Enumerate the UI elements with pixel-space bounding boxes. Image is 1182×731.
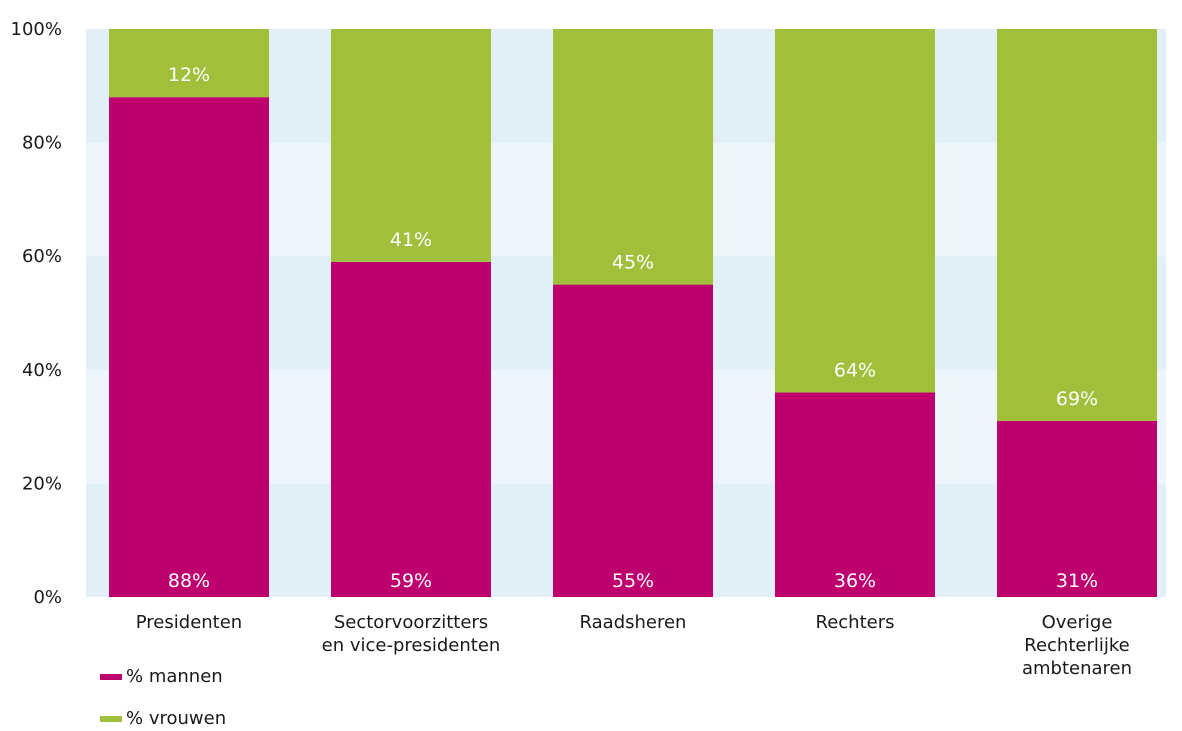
y-axis-ticks: 0% 20% 40% 60% 80% 100% [11, 19, 62, 608]
bar-segment-mannen [997, 420, 1157, 597]
legend-swatch-mannen [100, 673, 122, 680]
bar-segment-mannen [109, 97, 269, 597]
x-tick-label: Rechters [816, 612, 895, 633]
x-tick-label: Presidenten [136, 612, 242, 633]
y-tick-label: 60% [22, 246, 62, 267]
y-tick-label: 100% [11, 19, 62, 40]
bar-segment-vrouwen [109, 29, 269, 98]
data-label-mannen: 55% [612, 570, 654, 592]
legend-label-mannen: % mannen [126, 666, 223, 687]
bar-segment-mannen [775, 392, 935, 597]
data-label-vrouwen: 45% [612, 252, 654, 274]
x-tick-label: ambtenaren [1022, 658, 1132, 679]
legend-item-mannen: % mannen [100, 666, 223, 687]
x-tick-label: Overige [1042, 612, 1113, 633]
legend-swatch-vrouwen [100, 715, 122, 722]
data-label-vrouwen: 41% [390, 229, 432, 251]
bar-segment-vrouwen [553, 29, 713, 285]
y-tick-label: 40% [22, 360, 62, 381]
bar-segment-vrouwen [775, 29, 935, 393]
y-tick-label: 0% [33, 587, 62, 608]
data-label-vrouwen: 69% [1056, 388, 1098, 410]
x-tick-label: Sectorvoorzitters [334, 612, 488, 633]
y-tick-label: 20% [22, 473, 62, 494]
data-label-vrouwen: 12% [168, 64, 210, 86]
legend-item-vrouwen: % vrouwen [100, 708, 226, 729]
bar-segment-vrouwen [997, 29, 1157, 421]
bar-segment-mannen [553, 284, 713, 597]
y-tick-label: 80% [22, 133, 62, 154]
legend-label-vrouwen: % vrouwen [126, 708, 227, 729]
data-label-mannen: 88% [168, 570, 210, 592]
data-label-vrouwen: 64% [834, 360, 876, 382]
bars [109, 29, 1157, 597]
data-label-mannen: 31% [1056, 570, 1098, 592]
data-label-mannen: 36% [834, 570, 876, 592]
x-tick-label: Rechterlijke [1024, 635, 1129, 656]
data-label-mannen: 59% [390, 570, 432, 592]
x-tick-label: Raadsheren [580, 612, 687, 633]
bar-segment-vrouwen [331, 29, 491, 262]
x-tick-label: en vice-presidenten [322, 635, 501, 656]
bar-segment-mannen [331, 261, 491, 597]
data-labels: 88% 12% 59% 41% 55% 45% 36% 64% 31% 69% [168, 64, 1098, 592]
